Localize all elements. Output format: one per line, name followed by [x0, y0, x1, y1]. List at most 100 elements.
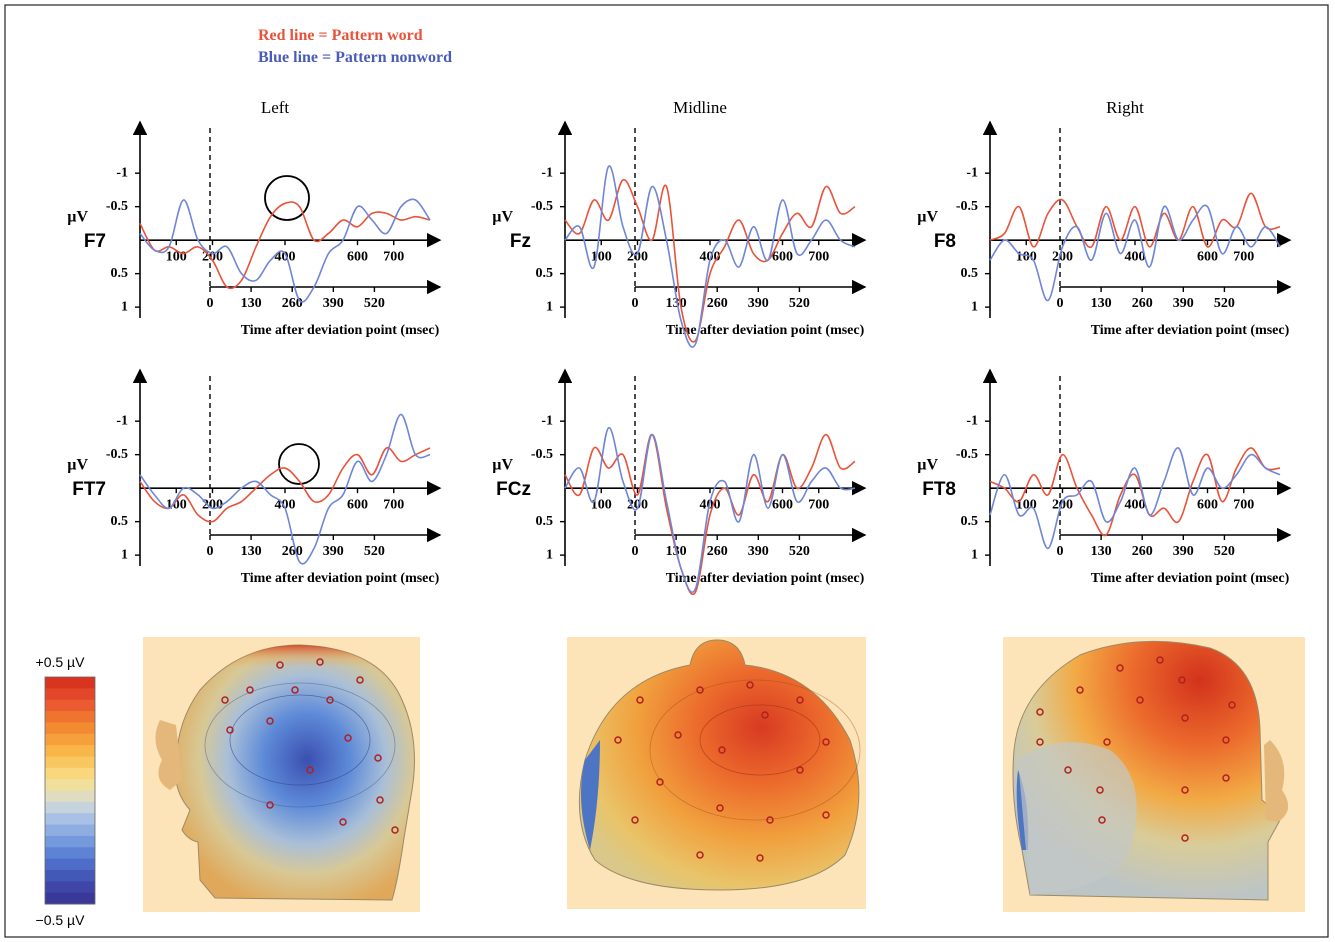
x2-axis-label: Time after deviation point (msec) — [241, 323, 440, 338]
colorbar-max-label: +0.5 µV — [36, 654, 86, 670]
y-tick-label: -1 — [116, 413, 128, 428]
colorbar-min-label: −0.5 µV — [36, 912, 86, 928]
y-tick-label: 1 — [546, 547, 553, 562]
y-tick-label: 1 — [121, 299, 128, 314]
colorbar-step — [45, 859, 95, 871]
panel-title: Right — [1106, 98, 1144, 117]
x2-tick-label: 390 — [323, 296, 344, 311]
x-tick-label: 700 — [1233, 497, 1254, 512]
electrode-label: FT7 — [72, 479, 106, 500]
x-tick-label: 100 — [166, 249, 187, 264]
y-tick-label: 0.5 — [961, 514, 979, 529]
colorbar-step — [45, 700, 95, 712]
colorbar-step — [45, 768, 95, 780]
colorbar-step — [45, 881, 95, 893]
x-tick-label: 700 — [383, 249, 404, 264]
colorbar-step — [45, 779, 95, 791]
colorbar-step — [45, 825, 95, 837]
figure: Red line = Pattern word Blue line = Patt… — [0, 0, 1335, 942]
x2-tick-label: 0 — [1057, 544, 1064, 559]
x2-tick-label: 520 — [364, 544, 385, 559]
x2-tick-label: 390 — [1173, 296, 1194, 311]
x2-axis-label: Time after deviation point (msec) — [1091, 323, 1290, 338]
x2-tick-label: 390 — [323, 544, 344, 559]
y-tick-label: -1 — [541, 165, 553, 180]
x2-tick-label: 130 — [1091, 296, 1112, 311]
topography-left — [143, 637, 420, 912]
x-tick-label: 400 — [1125, 249, 1146, 264]
x2-tick-label: 390 — [748, 544, 769, 559]
y-tick-label: 0.5 — [536, 266, 554, 281]
topography-midline — [567, 637, 866, 909]
x2-tick-label: 260 — [1132, 296, 1153, 311]
colorbar-step — [45, 836, 95, 848]
colorbar-step — [45, 870, 95, 882]
x2-tick-label: 520 — [789, 296, 810, 311]
electrode-label: F7 — [84, 231, 106, 252]
colorbar-step — [45, 734, 95, 746]
colorbar-step — [45, 722, 95, 734]
x-tick-label: 200 — [627, 497, 648, 512]
x2-tick-label: 390 — [748, 296, 769, 311]
y-axis-label: µV — [492, 457, 513, 474]
x2-tick-label: 0 — [632, 544, 639, 559]
x-tick-label: 600 — [347, 249, 368, 264]
y-tick-label: 1 — [971, 299, 978, 314]
x-tick-label: 400 — [275, 249, 296, 264]
panel-title: Left — [261, 98, 290, 117]
x-tick-label: 200 — [202, 497, 223, 512]
y-tick-label: -1 — [966, 165, 978, 180]
y-tick-label: 0.5 — [111, 514, 129, 529]
y-tick-label: 0.5 — [961, 266, 979, 281]
electrode-label: FT8 — [922, 479, 956, 500]
x2-tick-label: 0 — [1057, 296, 1064, 311]
y-axis-label: µV — [67, 457, 88, 474]
x-tick-label: 600 — [1197, 249, 1218, 264]
y-tick-label: 1 — [546, 299, 553, 314]
x2-axis-label: Time after deviation point (msec) — [666, 571, 865, 586]
colorbar-step — [45, 745, 95, 757]
y-axis-label: µV — [492, 209, 513, 226]
x2-tick-label: 520 — [789, 544, 810, 559]
y-tick-label: -0.5 — [106, 447, 128, 462]
legend-blue: Blue line = Pattern nonword — [258, 49, 452, 66]
x2-tick-label: 260 — [282, 296, 303, 311]
colorbar-step — [45, 893, 95, 905]
electrode-label: FCz — [496, 479, 531, 500]
x-tick-label: 600 — [1197, 497, 1218, 512]
y-tick-label: 1 — [971, 547, 978, 562]
x-tick-label: 100 — [1016, 497, 1037, 512]
x2-tick-label: 260 — [707, 544, 728, 559]
x2-tick-label: 390 — [1173, 544, 1194, 559]
x2-tick-label: 130 — [1091, 544, 1112, 559]
colorbar-step — [45, 791, 95, 803]
x2-tick-label: 130 — [241, 544, 262, 559]
x-tick-label: 600 — [772, 497, 793, 512]
y-tick-label: 1 — [121, 547, 128, 562]
x-tick-label: 100 — [591, 249, 612, 264]
colorbar-step — [45, 847, 95, 859]
colorbar-step — [45, 688, 95, 700]
x-tick-label: 700 — [808, 497, 829, 512]
colorbar-step — [45, 813, 95, 825]
x-tick-label: 700 — [808, 249, 829, 264]
x2-tick-label: 260 — [707, 296, 728, 311]
x-tick-label: 400 — [1125, 497, 1146, 512]
y-tick-label: -0.5 — [531, 447, 553, 462]
y-tick-label: -1 — [966, 413, 978, 428]
x2-tick-label: 130 — [241, 296, 262, 311]
topography-right — [1003, 637, 1305, 912]
panel-title: Midline — [673, 98, 727, 117]
x2-tick-label: 260 — [282, 544, 303, 559]
electrode-label: F8 — [934, 231, 956, 252]
colorbar — [45, 677, 95, 905]
y-tick-label: -0.5 — [531, 199, 553, 214]
y-tick-label: -1 — [541, 413, 553, 428]
x2-tick-label: 260 — [1132, 544, 1153, 559]
x2-axis-label: Time after deviation point (msec) — [1091, 571, 1290, 586]
x-tick-label: 200 — [627, 249, 648, 264]
x-tick-label: 700 — [1233, 249, 1254, 264]
x-tick-label: 100 — [591, 497, 612, 512]
y-axis-label: µV — [917, 209, 938, 226]
